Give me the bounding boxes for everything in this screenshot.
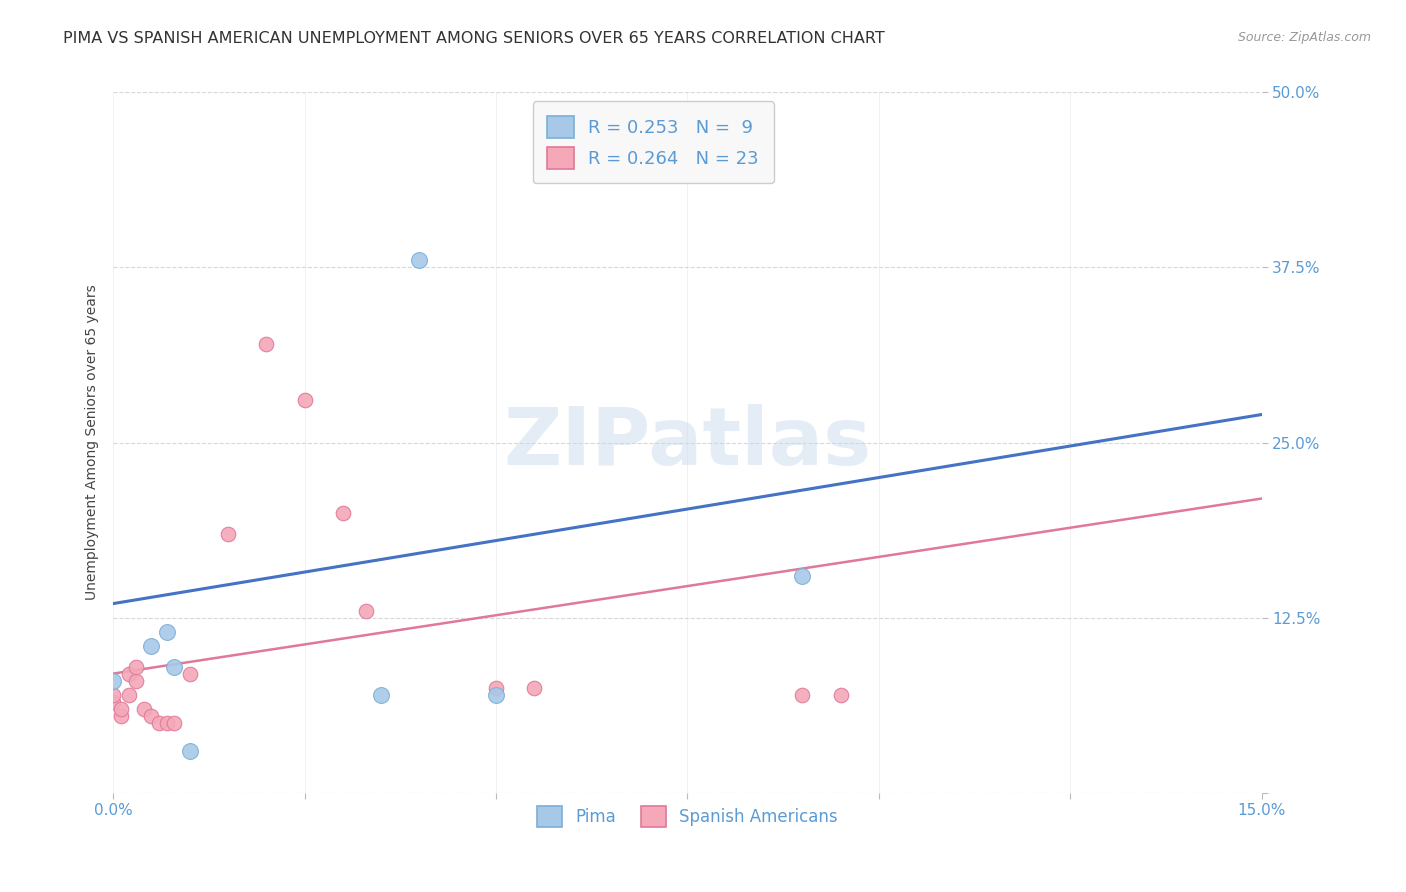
Point (148, 715, 170, 730)
Point (254, 337, 277, 351)
Point (125, 659, 148, 673)
Point (485, 681, 508, 695)
Point (354, 604, 377, 618)
Point (294, 393, 316, 408)
Point (125, 673, 148, 688)
Point (830, 688, 852, 702)
Point (485, 688, 508, 702)
Y-axis label: Unemployment Among Seniors over 65 years: Unemployment Among Seniors over 65 years (86, 285, 100, 600)
Point (141, 639, 163, 653)
Point (163, 659, 186, 673)
Text: ZIPatlas: ZIPatlas (503, 403, 872, 482)
Point (156, 715, 179, 730)
Point (792, 568, 814, 582)
Legend: Pima, Spanish Americans: Pima, Spanish Americans (530, 799, 845, 833)
Text: Source: ZipAtlas.com: Source: ZipAtlas.com (1237, 31, 1371, 45)
Point (179, 666, 201, 681)
Point (217, 526, 239, 541)
Point (523, 681, 546, 695)
Point (103, 688, 125, 702)
Point (370, 688, 392, 702)
Point (163, 715, 186, 730)
Point (408, 253, 430, 268)
Point (117, 666, 139, 681)
Point (110, 701, 132, 715)
Point (792, 688, 814, 702)
Point (332, 506, 354, 520)
Point (141, 708, 163, 723)
Point (179, 744, 201, 758)
Point (132, 701, 155, 715)
Point (156, 624, 179, 639)
Point (103, 673, 125, 688)
Point (117, 688, 139, 702)
Text: PIMA VS SPANISH AMERICAN UNEMPLOYMENT AMONG SENIORS OVER 65 YEARS CORRELATION CH: PIMA VS SPANISH AMERICAN UNEMPLOYMENT AM… (63, 31, 884, 46)
Point (110, 708, 132, 723)
Point (103, 695, 125, 709)
